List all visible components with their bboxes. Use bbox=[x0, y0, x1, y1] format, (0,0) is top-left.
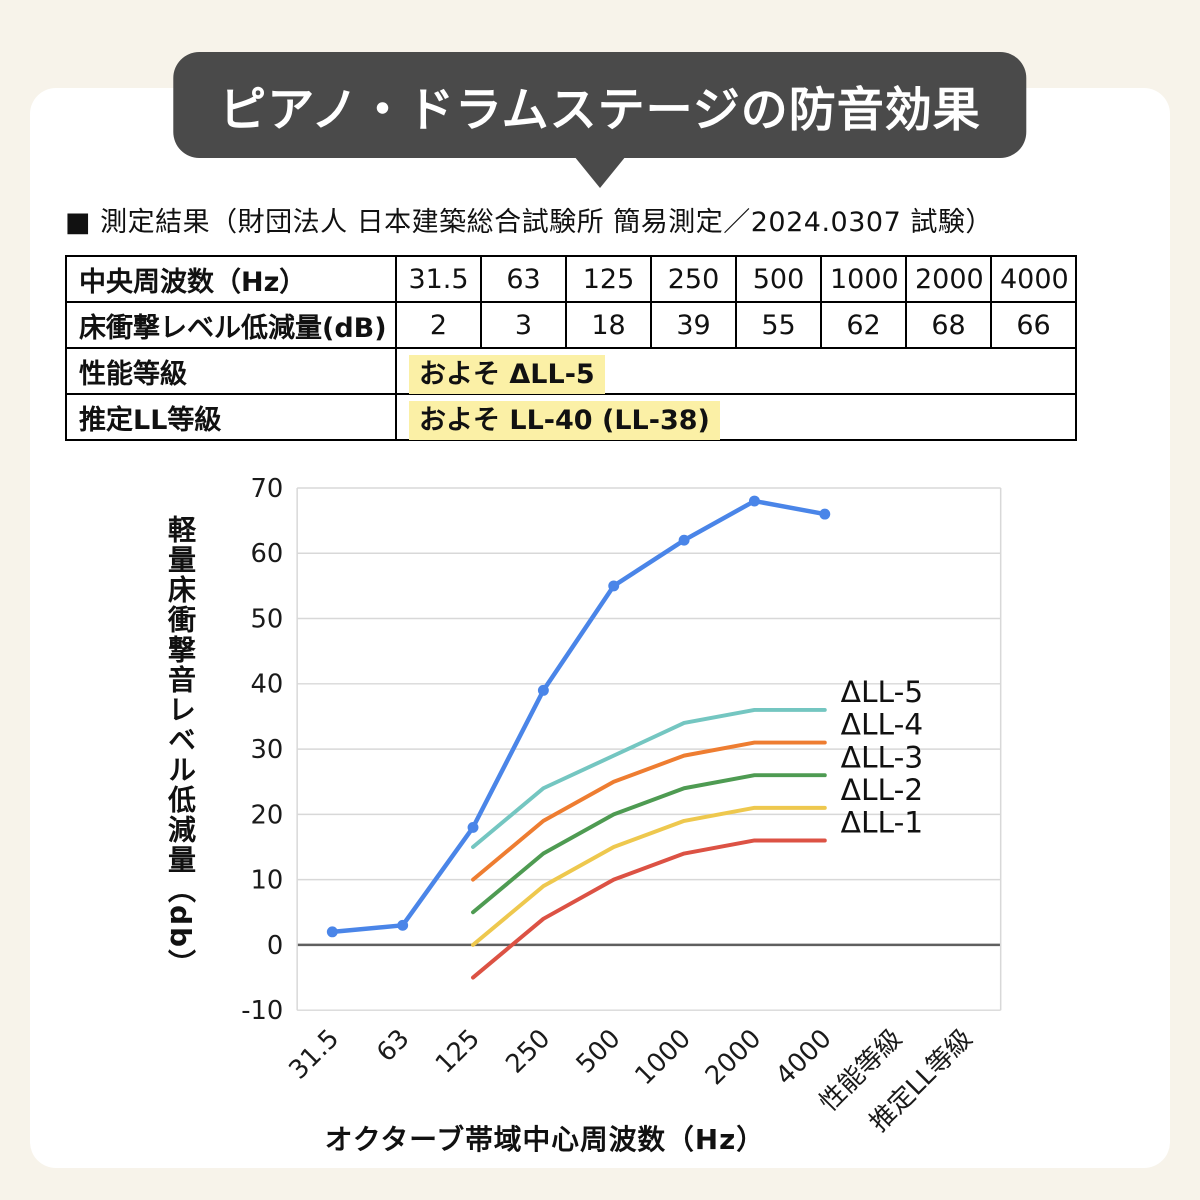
highlighted-value: およそ ΔLL-5 bbox=[409, 354, 605, 394]
table-cell: 2 bbox=[395, 301, 482, 349]
series-label: ΔLL-4 bbox=[841, 708, 924, 743]
table-cell: 3 bbox=[480, 301, 567, 349]
series-line-ΔLL-1 bbox=[471, 838, 827, 980]
table-cell: およそ ΔLL-5 bbox=[395, 347, 1077, 395]
table-cell: 1000 bbox=[820, 255, 907, 303]
page-title: ピアノ・ドラムステージの防音効果 bbox=[219, 82, 981, 138]
table-cell: 125 bbox=[565, 255, 652, 303]
banner-pointer-icon bbox=[574, 156, 626, 188]
table-cell: 68 bbox=[905, 301, 992, 349]
x-tick-label: 31.5 bbox=[283, 1024, 345, 1086]
x-tick-label: 2000 bbox=[700, 1024, 768, 1092]
y-tick-label: 50 bbox=[250, 604, 283, 634]
data-point bbox=[537, 684, 549, 696]
y-tick-label: 60 bbox=[250, 539, 283, 569]
table-cell: 250 bbox=[650, 255, 737, 303]
table-cell: 39 bbox=[650, 301, 737, 349]
data-point bbox=[608, 580, 620, 592]
data-point bbox=[678, 534, 690, 546]
measurement-table: 中央周波数（Hz） 31.5 63 125 250 500 1000 2000 4000 床衝撃レ… bbox=[65, 255, 1077, 441]
x-axis-label: オクターブ帯域中心周波数（Hz） bbox=[325, 1123, 765, 1156]
row-label: 中央周波数（Hz） bbox=[65, 255, 397, 303]
title-banner: ピアノ・ドラムステージの防音効果 bbox=[173, 52, 1027, 158]
chart: 軽量床衝撃音レベル低減量（db） -10 0 10 20 30 40 50 60 70 31.5 6… bbox=[157, 467, 1075, 1159]
row-label: 性能等級 bbox=[65, 347, 397, 395]
data-point bbox=[326, 926, 338, 938]
table-row: 床衝撃レベル低減量(dB) 2 3 18 39 55 62 68 66 bbox=[65, 301, 1077, 349]
table-row: 推定LL等級 およそ LL-40 (LL-38) bbox=[65, 393, 1077, 441]
table-cell: 500 bbox=[735, 255, 822, 303]
y-axis-label: 軽量床衝撃音レベル低減量（db） bbox=[164, 514, 197, 980]
table-cell: 66 bbox=[990, 301, 1077, 349]
table-row: 中央周波数（Hz） 31.5 63 125 250 500 1000 2000 4000 bbox=[65, 255, 1077, 303]
x-tick-label: 500 bbox=[571, 1024, 627, 1080]
series-label: ΔLL-1 bbox=[841, 806, 924, 841]
table-cell: 4000 bbox=[990, 255, 1077, 303]
highlighted-value: およそ LL-40 (LL-38) bbox=[409, 400, 720, 440]
table-cell: 63 bbox=[480, 255, 567, 303]
data-point bbox=[397, 919, 409, 931]
measurement-heading: ■ 測定結果（財団法人 日本建築総合試験所 簡易測定／2024.0307 試験） bbox=[65, 207, 993, 238]
table-cell: 62 bbox=[820, 301, 907, 349]
table-cell: 55 bbox=[735, 301, 822, 349]
y-tick-label: 0 bbox=[267, 931, 283, 961]
x-tick-label: 4000 bbox=[770, 1024, 838, 1092]
y-tick-label: -10 bbox=[241, 996, 283, 1026]
series-line-ΔLL-5 bbox=[471, 707, 827, 849]
line-chart: -10 0 10 20 30 40 50 60 70 31.5 63 125 250 500 1000 200… bbox=[241, 474, 1002, 1156]
series-label: ΔLL-2 bbox=[841, 773, 924, 808]
series-line-ΔLL-3 bbox=[471, 773, 827, 915]
x-tick-label: 1000 bbox=[629, 1024, 697, 1092]
y-tick-label: 30 bbox=[250, 735, 283, 765]
table-row: 性能等級 およそ ΔLL-5 bbox=[65, 347, 1077, 395]
y-tick-label: 20 bbox=[250, 800, 283, 830]
series-line-ΔLL-2 bbox=[471, 805, 827, 947]
y-tick-label: 40 bbox=[250, 670, 283, 700]
table-cell: およそ LL-40 (LL-38) bbox=[395, 393, 1077, 441]
table-cell: 31.5 bbox=[395, 255, 482, 303]
x-tick-label: 125 bbox=[430, 1024, 486, 1080]
table-cell: 2000 bbox=[905, 255, 992, 303]
series-label: ΔLL-3 bbox=[841, 740, 924, 775]
y-tick-label: 70 bbox=[250, 474, 283, 504]
data-point bbox=[748, 495, 760, 507]
data-point bbox=[467, 821, 479, 833]
data-point bbox=[819, 508, 831, 520]
content: ■ 測定結果（財団法人 日本建築総合試験所 簡易測定／2024.0307 試験）… bbox=[65, 200, 1077, 1159]
y-tick-label: 10 bbox=[250, 866, 283, 896]
x-tick-label: 250 bbox=[500, 1024, 556, 1080]
x-tick-label: 63 bbox=[371, 1024, 415, 1068]
row-label: 床衝撃レベル低減量(dB) bbox=[65, 301, 397, 349]
table-cell: 18 bbox=[565, 301, 652, 349]
row-label: 推定LL等級 bbox=[65, 393, 397, 441]
series-line-ΔLL-4 bbox=[471, 740, 827, 882]
series-label: ΔLL-5 bbox=[841, 675, 924, 710]
series-line-measured bbox=[330, 498, 828, 935]
